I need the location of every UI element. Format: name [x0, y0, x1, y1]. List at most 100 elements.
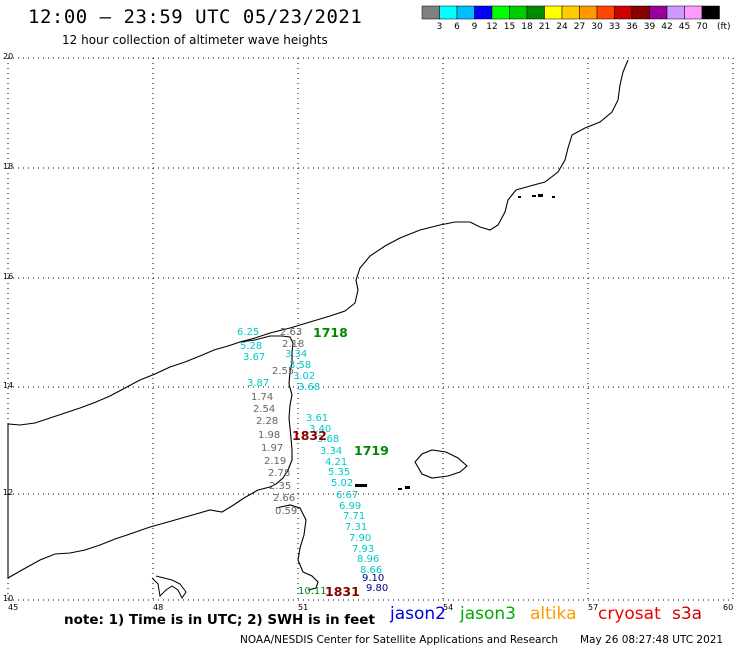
longitude-tick-label: 48: [153, 603, 164, 612]
small-island: [355, 484, 410, 490]
legend-swatch: [649, 5, 668, 20]
wave-height-gray: 2.66: [273, 493, 296, 504]
legend-swatch: [509, 5, 528, 20]
lat-lon-grid: [7, 57, 734, 601]
wave-height-gray: 2.19: [264, 456, 287, 467]
kuria-muria-islands: [518, 194, 555, 198]
wave-height-cyan: 3.02: [293, 371, 316, 382]
legend-swatch: [526, 5, 545, 20]
wave-height-gray: 2.54: [253, 404, 276, 415]
legend-swatch: [579, 5, 598, 20]
latitude-tick-label: 10: [3, 594, 14, 603]
wave-height-cyan: 7.93: [352, 544, 375, 555]
latitude-tick-label: 16: [3, 272, 14, 281]
wave-height-gray: 2.28: [256, 416, 279, 427]
longitude-tick-label: 57: [588, 603, 599, 612]
wave-height-cyan: 3.58: [289, 360, 312, 371]
wave-height-cyan: 3.34: [320, 446, 343, 457]
wave-height-cyan: 5.28: [240, 341, 263, 352]
wave-height-cyan: 8.96: [357, 554, 380, 565]
longitude-tick-label: 60: [723, 603, 734, 612]
legend-threshold-label: 30: [591, 22, 603, 32]
satellite-legend-item: s3a: [672, 604, 703, 624]
wave-height-gray: 2.55: [272, 366, 295, 377]
coastline: [7, 335, 294, 579]
legend-threshold-label: 12: [486, 22, 498, 32]
wave-height-cyan: 5.35: [328, 467, 351, 478]
wave-height-cyan: 7.31: [345, 522, 368, 533]
legend-swatch: [421, 5, 440, 20]
legend-swatch: [596, 5, 615, 20]
wave-height-gray: 2.63: [280, 327, 303, 338]
wave-height-cyan: 3.40: [309, 424, 332, 435]
wave-height-cyan: 3.34: [285, 349, 308, 360]
wave-height-green: 10.11: [298, 586, 327, 597]
latitude-tick-label: 12: [3, 488, 14, 497]
legend-swatch: [701, 5, 720, 20]
longitude-tick-label: 51: [298, 603, 309, 612]
wave-height-navy: 9.10: [362, 573, 385, 584]
chart-subtitle: 12 hour collection of altimeter wave hei…: [62, 33, 328, 47]
wave-height-gray: 1.98: [258, 430, 281, 441]
wave-height-cyan: 8.66: [360, 565, 383, 576]
pass-time-label: 1719: [354, 443, 389, 458]
generated-timestamp: May 26 08:27:48 UTC 2021: [580, 634, 724, 646]
latitude-tick-label: 20: [3, 52, 14, 61]
legend-threshold-label: 6: [454, 22, 460, 32]
legend-threshold-label: 9: [471, 22, 478, 32]
coast-fragment: [151, 575, 187, 599]
legend-threshold-label: 39: [643, 22, 656, 32]
coastline-south-tip: [275, 504, 319, 591]
wave-height-gray: 1.97: [261, 443, 284, 454]
wave-height-gray: 1.74: [251, 392, 274, 403]
satellite-legend-item: jason3: [460, 604, 516, 624]
wave-height-cyan: 3.61: [306, 413, 329, 424]
wave-height-cyan: 6.99: [339, 501, 362, 512]
wave-height-navy: 9.80: [366, 583, 389, 594]
legend-threshold-label: 33: [608, 22, 621, 32]
satellite-legend-item: altika: [530, 604, 577, 624]
pass-time-label: 1718: [313, 325, 348, 340]
legend-swatch: [614, 5, 633, 20]
legend-unit: (ft): [717, 22, 731, 32]
legend-threshold-label: 24: [556, 22, 568, 32]
legend-swatch: [561, 5, 580, 20]
pass-time-label: 1831: [325, 584, 360, 599]
legend-threshold-label: 18: [521, 22, 533, 32]
wave-height-gray: 2.18: [282, 339, 305, 350]
latitude-tick-label: 18: [3, 162, 14, 171]
coastline-mainland: [239, 59, 629, 343]
wave-height-cyan: 3.68: [317, 434, 340, 445]
legend-threshold-label: 45: [678, 22, 691, 32]
wave-height-cyan: 6.25: [237, 327, 260, 338]
legend-threshold-label: 36: [626, 22, 638, 32]
wave-height-cyan: 5.02: [331, 478, 354, 489]
wave-height-gray: 2.35: [269, 481, 292, 492]
legend-threshold-label: 21: [538, 22, 551, 32]
chart-title: 12:00 — 23:59 UTC 05/23/2021: [28, 6, 363, 28]
wave-height-cyan: 6.67: [336, 490, 359, 501]
color-scale-legend: [421, 5, 720, 20]
legend-swatch: [544, 5, 563, 20]
wave-height-cyan: 3.67: [243, 352, 266, 363]
legend-swatch: [684, 5, 703, 20]
wave-height-cyan: 3.87: [247, 378, 270, 389]
legend-swatch: [474, 5, 493, 20]
latitude-tick-label: 14: [3, 381, 14, 390]
socotra-island: [414, 449, 468, 479]
legend-swatch: [491, 5, 510, 20]
legend-swatch: [439, 5, 458, 20]
footnote: note: 1) Time is in UTC; 2) SWH is in fe…: [64, 612, 375, 628]
pass-time-label: 1832: [292, 428, 327, 443]
legend-threshold-label: 15: [503, 22, 516, 32]
legend-swatch: [666, 5, 685, 20]
credit-line: NOAA/NESDIS Center for Satellite Applica…: [240, 634, 558, 646]
legend-threshold-label: 70: [696, 22, 708, 32]
wave-height-gray: 2.78: [268, 468, 291, 479]
wave-height-cyan: 4.21: [325, 457, 348, 468]
longitude-tick-label: 45: [8, 603, 19, 612]
legend-threshold-label: 27: [573, 22, 586, 32]
satellite-legend-item: cryosat: [598, 604, 661, 624]
legend-threshold-label: 42: [661, 22, 673, 32]
